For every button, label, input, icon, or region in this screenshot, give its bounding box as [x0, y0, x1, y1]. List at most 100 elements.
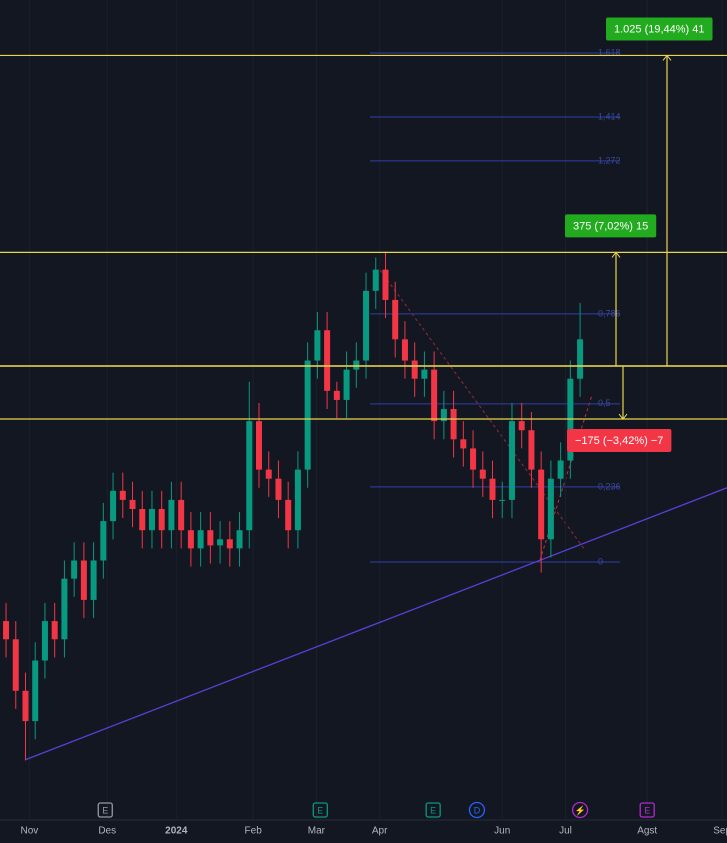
x-tick-label: Sep	[713, 826, 727, 837]
candle-body	[577, 339, 584, 379]
candle-body	[187, 530, 194, 549]
x-tick-label: Jun	[494, 826, 510, 837]
event-label: E	[644, 805, 650, 815]
candle-body	[129, 499, 136, 509]
candle-body	[324, 330, 331, 391]
fib-label: 0,5	[598, 398, 611, 408]
measure-label: 375 (7,02%) 15	[573, 220, 648, 232]
fib-label: 0	[598, 556, 603, 566]
candle-body	[372, 269, 379, 291]
candle-body	[440, 409, 447, 422]
measure-label-box	[606, 17, 713, 41]
x-tick-label: Mar	[308, 826, 326, 837]
candle-body	[100, 521, 107, 561]
event-marker	[639, 802, 655, 818]
event-marker	[571, 801, 589, 819]
event-label: ⚡	[574, 804, 585, 816]
candle-body	[382, 269, 389, 300]
candle-body	[470, 448, 477, 470]
candle-body	[508, 421, 515, 500]
x-tick-label: Jul	[559, 826, 572, 837]
x-tick-label: Feb	[245, 826, 263, 837]
measure-label-box	[565, 214, 657, 238]
candle-body	[401, 339, 408, 361]
fib-anchor-line	[539, 394, 593, 561]
candle-body	[499, 499, 506, 501]
candle-body	[275, 478, 282, 500]
candle-body	[119, 490, 126, 500]
candle-body	[333, 390, 340, 400]
candle-body	[547, 478, 554, 540]
candle-body	[392, 299, 399, 340]
candle-body	[411, 360, 418, 379]
candle-body	[22, 690, 29, 722]
x-tick-label: Apr	[372, 826, 388, 837]
candle-body	[431, 369, 438, 422]
event-label: E	[430, 805, 436, 815]
candle-body	[41, 621, 48, 661]
candle-body	[518, 421, 525, 431]
candle-body	[479, 469, 486, 479]
candle-body	[246, 421, 253, 531]
x-tick-label: Agst	[637, 826, 657, 837]
measure-label-box	[567, 429, 672, 453]
arrow-head	[611, 251, 621, 258]
event-label: E	[317, 805, 323, 815]
event-label: E	[102, 805, 108, 815]
candle-body	[557, 460, 564, 479]
grid	[28, 0, 723, 820]
fib-label: 1,414	[598, 111, 621, 121]
candle-body	[460, 439, 467, 449]
candle-body	[148, 508, 155, 531]
candle-body	[256, 421, 263, 470]
candle-body	[178, 499, 185, 531]
candle-body	[61, 578, 68, 640]
measure-label: 1.025 (19,44%) 41	[614, 23, 705, 35]
fib-label: 1,618	[598, 47, 621, 57]
candle-body	[450, 409, 457, 440]
candle-body	[363, 290, 370, 361]
candle-body	[3, 621, 10, 640]
candle-body	[226, 539, 233, 549]
event-marker	[97, 802, 113, 818]
candle-body	[489, 478, 496, 500]
candle-body	[217, 539, 224, 546]
candle-body	[294, 469, 301, 531]
candle-body	[32, 660, 39, 722]
event-label: D	[474, 805, 481, 815]
x-tick-label: Nov	[20, 826, 38, 837]
candle-body	[110, 490, 117, 522]
event-marker	[425, 802, 441, 818]
candle-body	[207, 530, 214, 546]
candle-body	[343, 369, 350, 400]
arrow-head	[618, 413, 628, 420]
candle-body	[158, 508, 165, 531]
candle-body	[567, 378, 574, 461]
fib-label: 0,786	[598, 308, 621, 318]
candle-body	[51, 621, 58, 640]
candle-body	[421, 369, 428, 379]
candle-body	[538, 469, 545, 540]
candle-body	[314, 330, 321, 361]
candle-body	[304, 360, 311, 470]
candle-body	[528, 430, 535, 470]
fib-label: 0,236	[598, 481, 621, 491]
candle-body	[353, 360, 360, 370]
trend-line	[24, 487, 727, 761]
candle-body	[168, 499, 175, 531]
candle-body	[90, 560, 97, 600]
candle-body	[236, 530, 243, 549]
x-tick-label: Des	[98, 826, 116, 837]
event-marker	[312, 802, 328, 818]
candle-body	[139, 508, 146, 531]
candle-body	[12, 639, 19, 691]
candle-body	[285, 499, 292, 531]
measure-label: −175 (−3,42%) −7	[575, 435, 663, 447]
candle-body	[71, 560, 78, 579]
fib-label: 1,272	[598, 155, 621, 165]
candle-body	[80, 560, 87, 600]
x-tick-label: 2024	[165, 826, 188, 837]
